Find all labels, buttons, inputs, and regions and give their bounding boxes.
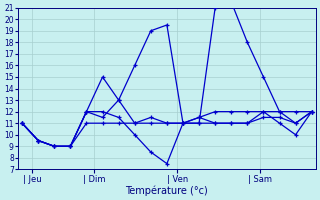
X-axis label: Température (°c): Température (°c): [125, 185, 208, 196]
